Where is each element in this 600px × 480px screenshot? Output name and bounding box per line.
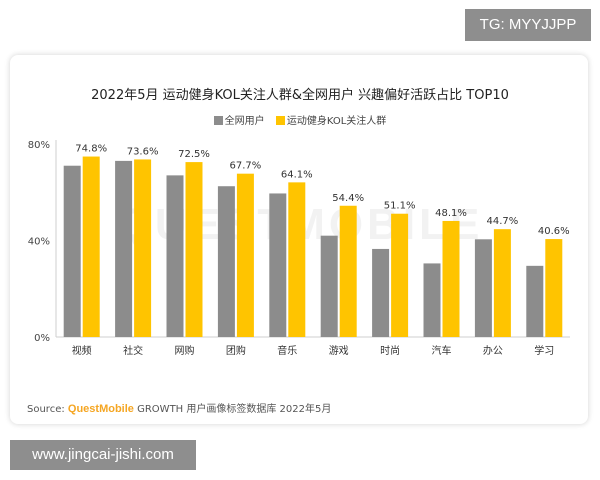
- data-label: 51.1%: [384, 201, 416, 212]
- y-tick-label: 40%: [28, 237, 50, 248]
- bar-series-a: [320, 235, 338, 337]
- x-tick-label: 网购: [175, 344, 195, 357]
- data-label: 54.4%: [332, 193, 364, 204]
- data-label: 48.1%: [435, 208, 467, 219]
- data-label: 67.7%: [230, 161, 262, 172]
- x-tick-label: 学习: [534, 344, 554, 357]
- legend-label-a: 全网用户: [224, 116, 265, 127]
- bar-series-a: [63, 165, 81, 337]
- bar-series-b: [288, 182, 306, 337]
- legend-swatch-b: [275, 116, 285, 125]
- chart-legend: 全网用户 运动健身KOL关注人群: [0, 112, 600, 127]
- data-label: 44.7%: [487, 216, 519, 227]
- data-label: 40.6%: [538, 226, 570, 237]
- bar-series-b: [134, 159, 152, 337]
- bar-series-b: [545, 239, 563, 337]
- bar-series-b: [391, 213, 409, 337]
- bar-series-b: [236, 173, 254, 337]
- x-tick-label: 办公: [483, 344, 503, 357]
- data-label: 72.5%: [178, 149, 210, 160]
- legend-item-a: 全网用户: [213, 116, 265, 127]
- x-tick-label: 音乐: [277, 344, 297, 357]
- bar-series-b: [339, 205, 357, 337]
- legend-label-b: 运动健身KOL关注人群: [286, 116, 387, 127]
- chart-title: 2022年5月 运动健身KOL关注人群&全网用户 兴趣偏好活跃占比 TOP10: [91, 88, 509, 103]
- x-tick-label: 社交: [123, 344, 143, 357]
- bar-series-a: [269, 193, 287, 337]
- bar-series-a: [372, 248, 390, 337]
- bar-series-b: [82, 156, 100, 337]
- source-brand: QuestMobile: [67, 403, 134, 415]
- badge-top: TG: MYYJJPP: [465, 9, 591, 41]
- source-line: Source: QuestMobile GROWTH 用户画像标签数据库 202…: [27, 400, 331, 415]
- bar-series-a: [423, 263, 441, 337]
- badge-bottom: www.jingcai-jishi.com: [10, 440, 196, 470]
- x-tick-label: 游戏: [329, 344, 349, 357]
- y-tick-label: 80%: [28, 140, 50, 151]
- x-tick-label: 视频: [72, 344, 92, 357]
- data-label: 74.8%: [75, 144, 107, 155]
- bar-series-b: [185, 162, 203, 337]
- data-label: 64.1%: [281, 169, 313, 180]
- source-prefix: Source:: [27, 404, 65, 415]
- x-tick-label: 团购: [226, 344, 246, 357]
- bar-series-b: [442, 220, 460, 337]
- bar-series-a: [526, 265, 544, 337]
- bar-series-a: [217, 186, 235, 337]
- data-label: 73.6%: [127, 146, 159, 157]
- source-text: GROWTH 用户画像标签数据库 2022年5月: [137, 404, 332, 415]
- bar-series-b: [493, 229, 511, 337]
- x-tick-label: 时尚: [380, 344, 400, 357]
- bar-series-a: [474, 239, 492, 337]
- y-tick-label: 0%: [34, 333, 50, 344]
- bar-series-a: [166, 175, 184, 337]
- legend-item-b: 运动健身KOL关注人群: [275, 116, 387, 127]
- bar-series-a: [115, 160, 133, 337]
- x-tick-label: 汽车: [432, 344, 452, 357]
- legend-swatch-a: [213, 116, 223, 125]
